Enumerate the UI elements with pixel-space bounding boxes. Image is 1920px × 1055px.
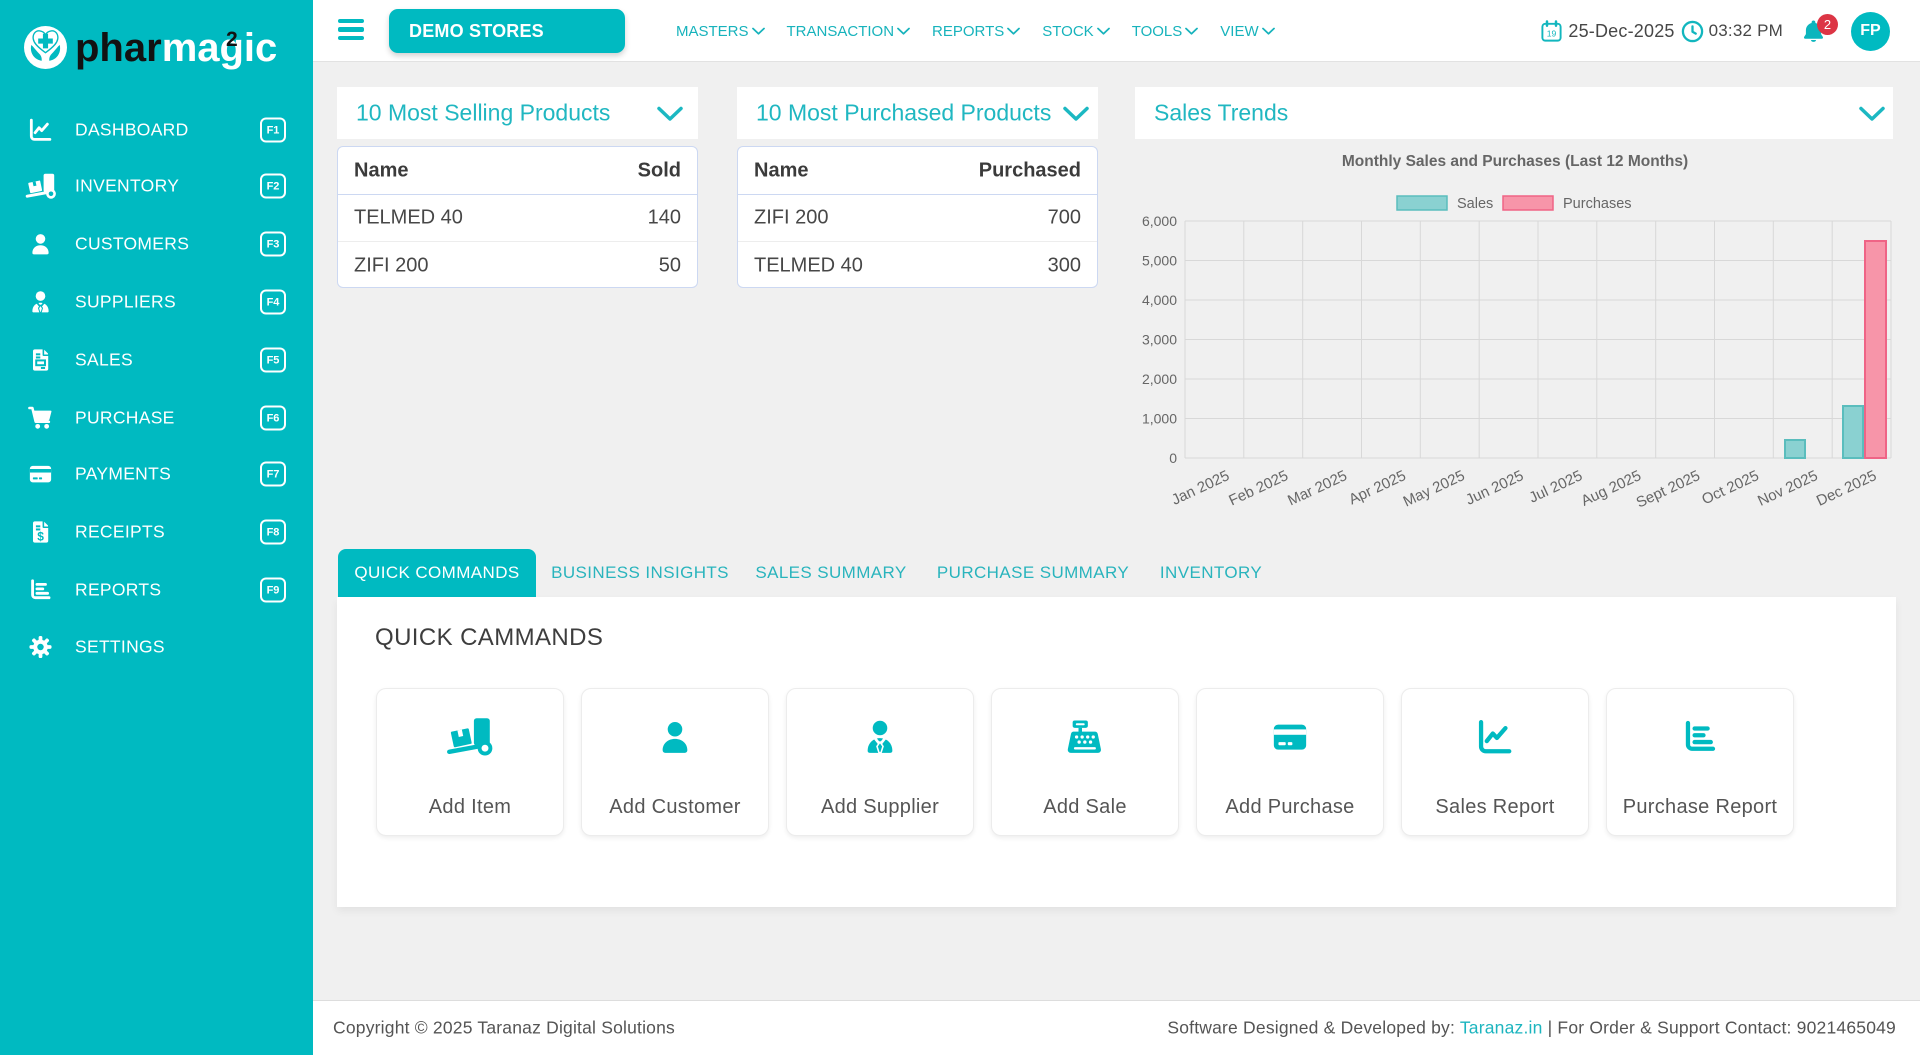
svg-text:May 2025: May 2025 bbox=[1401, 467, 1468, 510]
svg-text:Purchases: Purchases bbox=[1563, 196, 1632, 212]
svg-text:Jul 2025: Jul 2025 bbox=[1527, 467, 1586, 506]
svg-text:Jan 2025: Jan 2025 bbox=[1169, 467, 1232, 508]
svg-text:6,000: 6,000 bbox=[1142, 213, 1177, 229]
svg-text:4,000: 4,000 bbox=[1142, 292, 1177, 308]
svg-text:2,000: 2,000 bbox=[1142, 371, 1177, 387]
svg-text:Sept 2025: Sept 2025 bbox=[1634, 467, 1703, 511]
svg-text:Nov 2025: Nov 2025 bbox=[1755, 467, 1820, 510]
svg-text:Dec 2025: Dec 2025 bbox=[1814, 467, 1879, 510]
svg-text:Aug 2025: Aug 2025 bbox=[1578, 467, 1643, 510]
svg-text:Monthly Sales and Purchases (L: Monthly Sales and Purchases (Last 12 Mon… bbox=[1342, 153, 1688, 170]
svg-text:Feb 2025: Feb 2025 bbox=[1226, 467, 1291, 509]
svg-text:Mar 2025: Mar 2025 bbox=[1285, 467, 1350, 509]
svg-text:5,000: 5,000 bbox=[1142, 253, 1177, 269]
svg-text:1,000: 1,000 bbox=[1142, 411, 1177, 427]
svg-text:Apr 2025: Apr 2025 bbox=[1346, 467, 1408, 508]
svg-text:Sales: Sales bbox=[1457, 196, 1493, 212]
svg-text:Oct 2025: Oct 2025 bbox=[1699, 467, 1761, 508]
svg-text:Jun 2025: Jun 2025 bbox=[1463, 467, 1526, 508]
svg-text:19: 19 bbox=[1547, 28, 1557, 38]
svg-text:0: 0 bbox=[1169, 450, 1177, 466]
svg-text:3,000: 3,000 bbox=[1142, 332, 1177, 348]
